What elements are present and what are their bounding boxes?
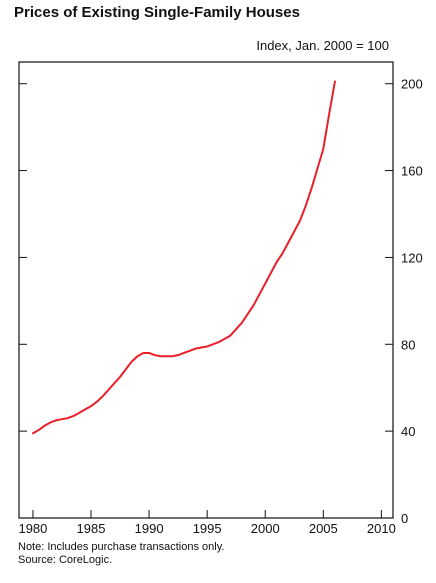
- y-tick-label: 80: [401, 337, 415, 352]
- chart-notes: Note: Includes purchase transactions onl…: [18, 541, 224, 567]
- chart-title: Prices of Existing Single-Family Houses: [14, 4, 300, 21]
- y-tick-label: 120: [401, 250, 423, 265]
- x-tick-label: 2010: [367, 521, 396, 536]
- x-tick-label: 1980: [18, 521, 47, 536]
- y-tick-label: 40: [401, 424, 415, 439]
- x-tick-label: 1990: [135, 521, 164, 536]
- x-tick-label: 1985: [77, 521, 106, 536]
- x-tick-label: 2000: [251, 521, 280, 536]
- source-text: Source: CoreLogic.: [18, 554, 113, 566]
- y-tick-label: 0: [401, 511, 408, 526]
- note-text: Note: Includes purchase transactions onl…: [18, 541, 225, 553]
- y-tick-label: 160: [401, 164, 423, 179]
- y-tick-label: 200: [401, 77, 423, 92]
- plot-frame: [18, 61, 394, 519]
- house-price-line: [31, 80, 336, 435]
- y-axis-units-label: Index, Jan. 2000 = 100: [256, 38, 389, 53]
- x-tick-label: 2005: [309, 521, 338, 536]
- x-tick-label: 1995: [193, 521, 222, 536]
